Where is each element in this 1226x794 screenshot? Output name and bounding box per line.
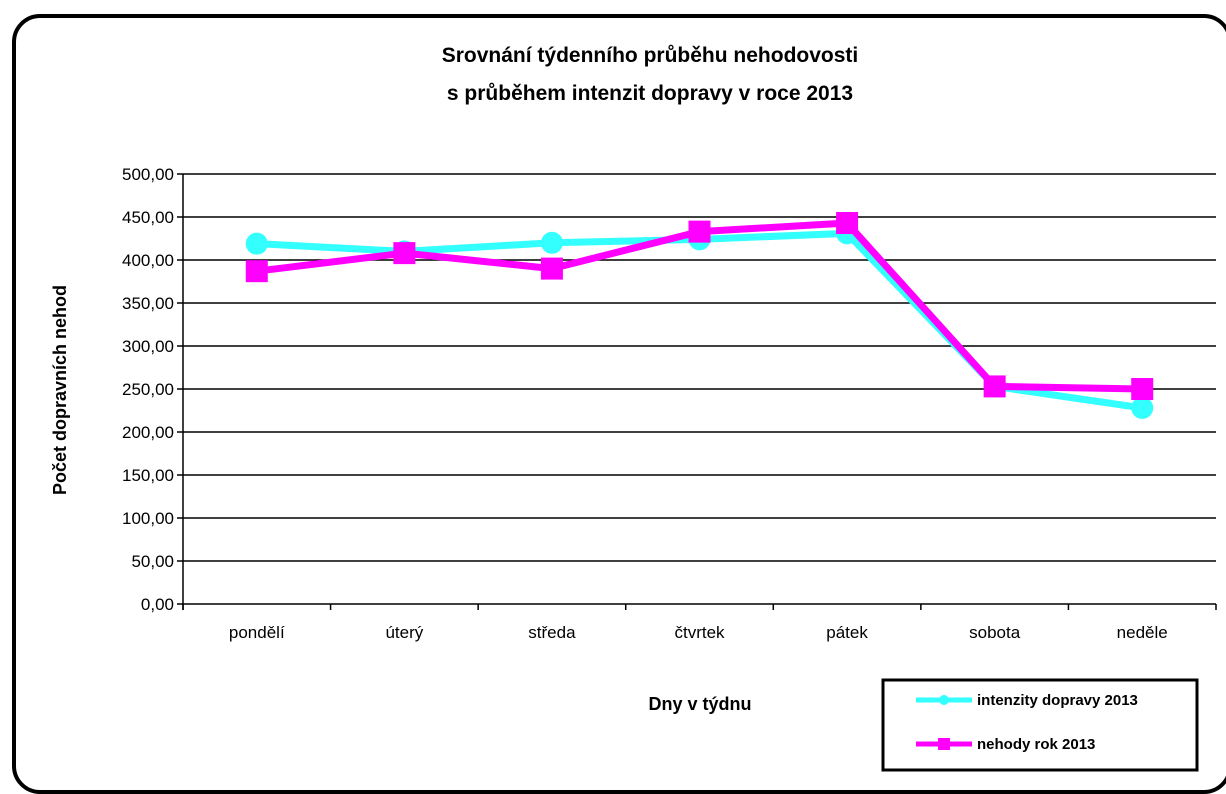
- x-tick-label: středa: [528, 623, 576, 642]
- y-tick-label: 400,00: [122, 251, 174, 270]
- x-tick-label: neděle: [1117, 623, 1168, 642]
- y-tick-label: 250,00: [122, 380, 174, 399]
- series-2: [245, 212, 1154, 400]
- chart-title: Srovnání týdenního průběhu nehodovosti s…: [442, 44, 859, 105]
- series-lines: [245, 212, 1154, 419]
- data-point: [393, 242, 416, 265]
- y-axis-title: Počet dopravních nehod: [50, 285, 70, 495]
- data-point: [540, 231, 563, 254]
- data-point: [245, 232, 268, 255]
- y-tick-label: 50,00: [131, 552, 174, 571]
- data-point: [540, 257, 563, 280]
- y-tick-label: 200,00: [122, 423, 174, 442]
- x-tick-label: pondělí: [229, 623, 285, 642]
- axes: [177, 173, 1217, 610]
- x-axis-title: Dny v týdnu: [648, 694, 751, 714]
- y-tick-label: 500,00: [122, 165, 174, 184]
- data-point: [983, 375, 1006, 398]
- y-tick-label: 150,00: [122, 466, 174, 485]
- y-tick-label: 100,00: [122, 509, 174, 528]
- x-tick-labels: pondělí úterý středa čtvrtek pátek sobota nedě…: [229, 623, 1168, 642]
- x-tick-label: sobota: [969, 623, 1021, 642]
- data-point: [1131, 396, 1154, 419]
- y-tick-label: 0,00: [141, 595, 174, 614]
- y-tick-labels: 0,00 50,00 100,00 150,00 200,00 250,00 300,00 3…: [122, 165, 174, 614]
- chart-title-line-1: Srovnání týdenního průběhu nehodovosti: [442, 44, 859, 67]
- data-point: [688, 220, 711, 243]
- y-tick-label: 300,00: [122, 337, 174, 356]
- legend-marker: [938, 738, 950, 750]
- legend-box: [881, 678, 1199, 772]
- y-tick-label: 350,00: [122, 294, 174, 313]
- chart-title-line-2: s průběhem intenzit dopravy v roce 2013: [447, 82, 853, 105]
- x-tick-label: pátek: [826, 623, 868, 642]
- x-tick-label: čtvrtek: [674, 623, 725, 642]
- x-tick-label: úterý: [385, 623, 423, 642]
- legend-marker: [939, 695, 949, 705]
- legend-label: intenzity dopravy 2013: [977, 692, 1138, 709]
- data-point: [1131, 378, 1154, 400]
- legend-label: nehody rok 2013: [977, 736, 1095, 753]
- legend: intenzity dopravy 2013 nehody rok 2013: [881, 678, 1199, 772]
- gridlines: [183, 173, 1216, 562]
- data-point: [836, 212, 859, 235]
- y-tick-label: 450,00: [122, 208, 174, 227]
- data-point: [245, 260, 268, 283]
